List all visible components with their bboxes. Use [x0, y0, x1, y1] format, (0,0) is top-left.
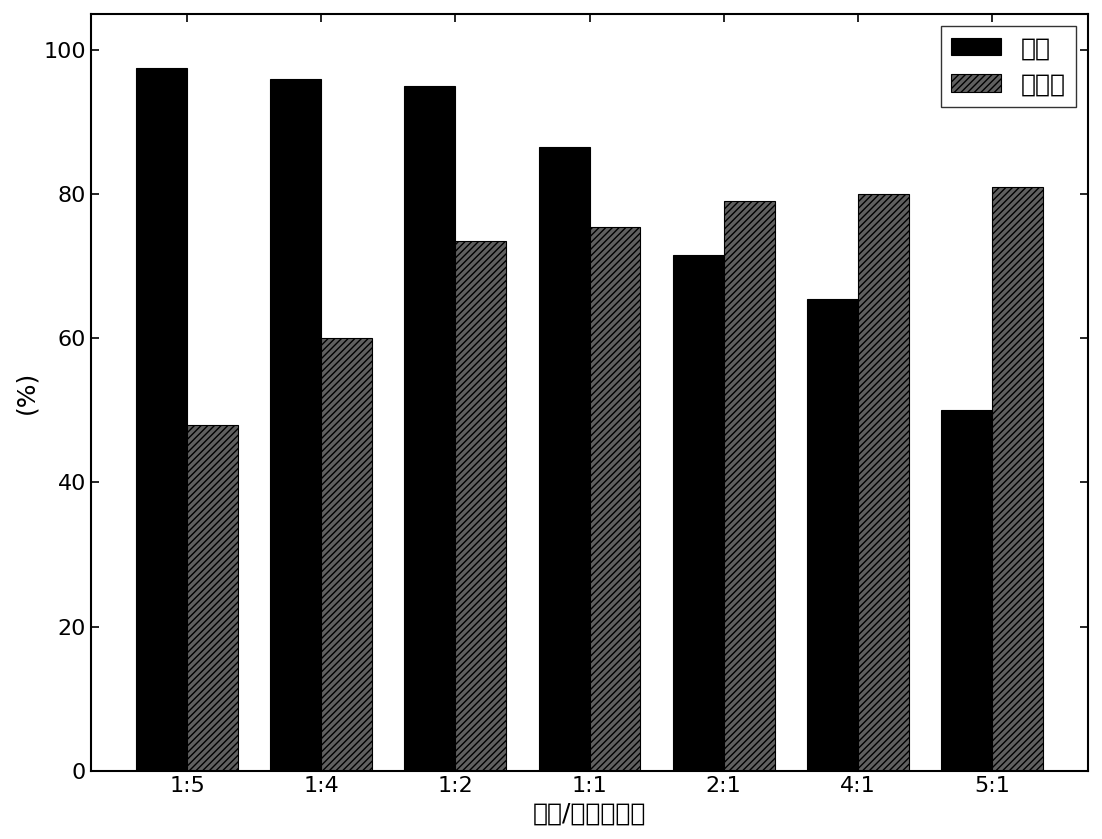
- Bar: [322, 338, 372, 771]
- Bar: [455, 241, 507, 771]
- Bar: [941, 410, 992, 771]
- Bar: [857, 194, 909, 771]
- Bar: [724, 201, 775, 771]
- Bar: [807, 299, 857, 771]
- Bar: [590, 227, 640, 771]
- X-axis label: 乙醚/水的体积比: 乙醚/水的体积比: [533, 801, 646, 825]
- Bar: [539, 147, 590, 771]
- Legend: 绍度, 萋取率: 绍度, 萋取率: [941, 26, 1076, 107]
- Bar: [672, 255, 724, 771]
- Bar: [992, 187, 1042, 771]
- Bar: [187, 425, 238, 771]
- Y-axis label: (%): (%): [14, 371, 37, 414]
- Bar: [404, 86, 455, 771]
- Bar: [137, 68, 187, 771]
- Bar: [270, 79, 322, 771]
